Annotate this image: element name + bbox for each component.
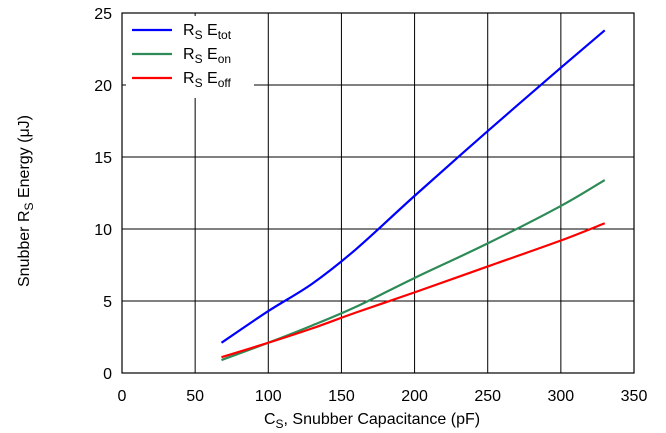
x-tick-label-3: 150: [328, 388, 355, 405]
plot-frame: [121, 12, 635, 374]
x-axis-title-sub: S: [276, 417, 284, 431]
series-line-0: [220, 29, 606, 344]
y-tick-label-1: 5: [103, 294, 112, 311]
x-tick-labels: 0 50 100 150 200 250 300 350: [118, 388, 648, 405]
y-tick-label-2: 10: [94, 222, 112, 239]
y-axis-title-pre: Snubber R: [16, 210, 33, 287]
x-tick-label-1: 50: [186, 388, 204, 405]
x-axis-title-rest: , Snubber Capacitance (pF): [284, 411, 481, 428]
y-axis-title: Snubber RS Energy (μJ): [16, 115, 36, 287]
y-tick-label-4: 20: [94, 78, 112, 95]
y-axis-title-sub: S: [22, 202, 36, 210]
legend: RS Etot RS Eon RS Eoff: [126, 16, 254, 98]
y-tick-labels: 0 5 10 15 20 25: [94, 6, 112, 383]
y-tick-label-3: 15: [94, 150, 112, 167]
x-tick-label-6: 300: [548, 388, 575, 405]
series-line-2: [221, 222, 606, 359]
series-lines: [220, 29, 606, 362]
legend-label-1: RS Eon: [183, 46, 231, 66]
x-tick-label-2: 100: [255, 388, 282, 405]
y-axis-title-rest: Energy (μJ): [16, 115, 33, 202]
legend-label-0: RS Etot: [183, 22, 232, 42]
y-tick-label-5: 25: [94, 6, 112, 23]
x-tick-label-0: 0: [118, 388, 127, 405]
legend-label-2: RS Eoff: [183, 70, 231, 90]
x-axis-title: CS, Snubber Capacitance (pF): [264, 411, 480, 431]
x-tick-label-5: 250: [474, 388, 501, 405]
x-tick-label-7: 350: [621, 388, 648, 405]
series-line-1: [221, 179, 606, 362]
x-tick-label-4: 200: [401, 388, 428, 405]
x-axis-title-main: C: [264, 411, 276, 428]
y-tick-label-0: 0: [103, 366, 112, 383]
